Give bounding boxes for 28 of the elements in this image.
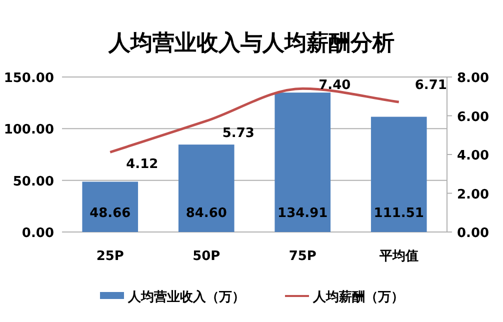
y-tick-label: 100.00 bbox=[4, 122, 54, 138]
x-tick-label: 平均值 bbox=[378, 249, 418, 264]
bar bbox=[370, 116, 427, 232]
data-label: 5.73 bbox=[222, 126, 254, 141]
x-tick-label: 50P bbox=[192, 249, 220, 264]
bar bbox=[82, 182, 138, 232]
chart-title: 人均营业收入与人均薪酬分析 bbox=[108, 31, 394, 56]
data-label: 7.40 bbox=[318, 78, 351, 93]
bar bbox=[274, 92, 331, 232]
x-tick-label: 25P bbox=[96, 249, 124, 264]
y2-tick-label: 2.00 bbox=[457, 187, 490, 202]
y-tick-label: 0.00 bbox=[22, 226, 54, 241]
y2-tick-label: 8.00 bbox=[457, 71, 490, 86]
data-label: 84.60 bbox=[186, 206, 227, 221]
legend-label: 人均薪酬（万） bbox=[312, 289, 404, 305]
data-label: 4.12 bbox=[126, 157, 158, 172]
data-label: 48.66 bbox=[90, 206, 131, 221]
data-label: 6.71 bbox=[414, 78, 447, 93]
y2-tick-label: 0.00 bbox=[457, 226, 490, 241]
x-tick-label: 75P bbox=[288, 249, 316, 264]
y-tick-label: 150.00 bbox=[4, 71, 54, 86]
data-label: 111.51 bbox=[374, 206, 424, 221]
data-label: 134.91 bbox=[278, 206, 328, 221]
legend-label: 人均营业收入（万） bbox=[127, 289, 245, 305]
y-tick-label: 50.00 bbox=[12, 174, 54, 190]
y2-tick-label: 6.00 bbox=[457, 110, 490, 125]
bar bbox=[178, 144, 234, 232]
y2-tick-label: 4.00 bbox=[457, 148, 490, 164]
